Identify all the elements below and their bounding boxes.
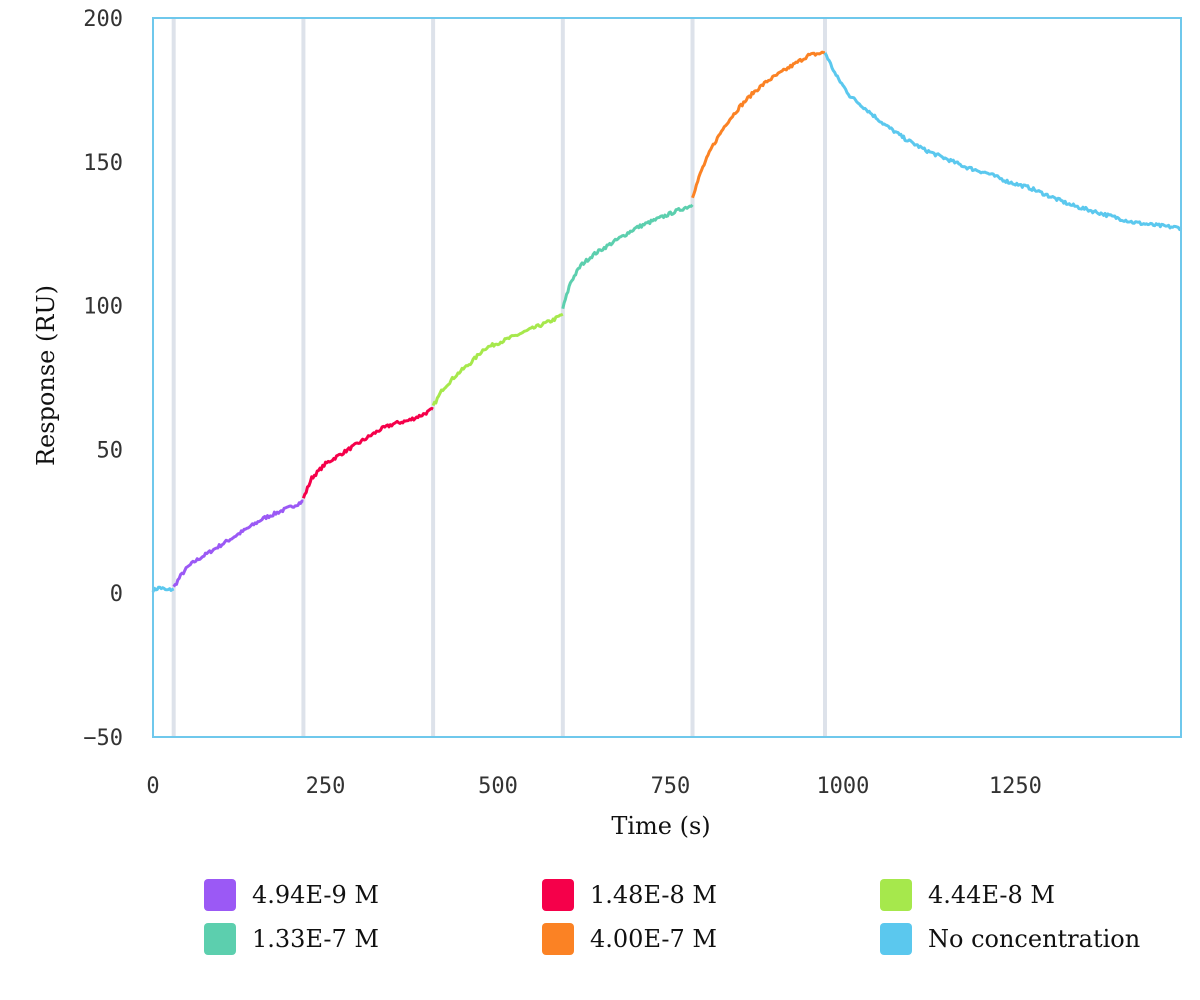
x-axis-title: Time (s) <box>611 812 710 840</box>
legend-swatch <box>204 923 236 955</box>
legend-item: 4.00E-7 M <box>542 922 717 956</box>
y-tick-labels: 200 150 100 50 0 −50 <box>83 7 123 751</box>
series-line-2 <box>301 406 434 499</box>
series-line-3 <box>431 312 564 407</box>
legend-item: 1.48E-8 M <box>542 878 717 912</box>
y-tick-label: 50 <box>97 438 124 463</box>
legend-label: 4.94E-9 M <box>252 881 379 909</box>
y-tick-label: 150 <box>83 151 123 176</box>
x-tick-label: 500 <box>478 774 518 799</box>
legend-label: 1.48E-8 M <box>590 881 717 909</box>
legend-label: 4.00E-7 M <box>590 925 717 953</box>
legend-item: 4.44E-8 M <box>880 878 1055 912</box>
y-tick-label: 0 <box>110 582 123 607</box>
legend-swatch <box>880 923 912 955</box>
series-line-6 <box>823 52 1183 231</box>
series-line-5 <box>691 50 826 199</box>
legend-item: No concentration <box>880 922 1140 956</box>
series-line-1 <box>172 499 304 588</box>
legend-label: 1.33E-7 M <box>252 925 379 953</box>
x-tick-label: 1250 <box>989 774 1042 799</box>
legend-label: 4.44E-8 M <box>928 881 1055 909</box>
legend-item: 4.94E-9 M <box>204 878 379 912</box>
x-tick-labels: 0 250 500 750 1000 1250 <box>146 774 1042 799</box>
x-tick-label: 750 <box>651 774 691 799</box>
legend-swatch <box>880 879 912 911</box>
x-tick-label: 0 <box>146 774 159 799</box>
series-layer <box>151 50 1183 593</box>
y-tick-label: −50 <box>83 726 123 751</box>
injection-boundaries <box>171 18 827 737</box>
series-line-4 <box>561 203 694 310</box>
legend-swatch <box>542 923 574 955</box>
x-tick-label: 1000 <box>816 774 869 799</box>
y-tick-label: 100 <box>83 295 123 320</box>
y-axis-title: Response (RU) <box>32 285 60 466</box>
legend: 4.94E-9 M 1.48E-8 M 4.44E-8 M 1.33E-7 M 4.00… <box>0 870 1200 970</box>
x-tick-label: 250 <box>306 774 346 799</box>
legend-label: No concentration <box>928 925 1141 953</box>
legend-item: 1.33E-7 M <box>204 922 379 956</box>
y-tick-label: 200 <box>83 7 123 32</box>
legend-swatch <box>542 879 574 911</box>
legend-swatch <box>204 879 236 911</box>
plot-frame <box>152 17 1182 738</box>
series-line-0 <box>151 585 175 593</box>
